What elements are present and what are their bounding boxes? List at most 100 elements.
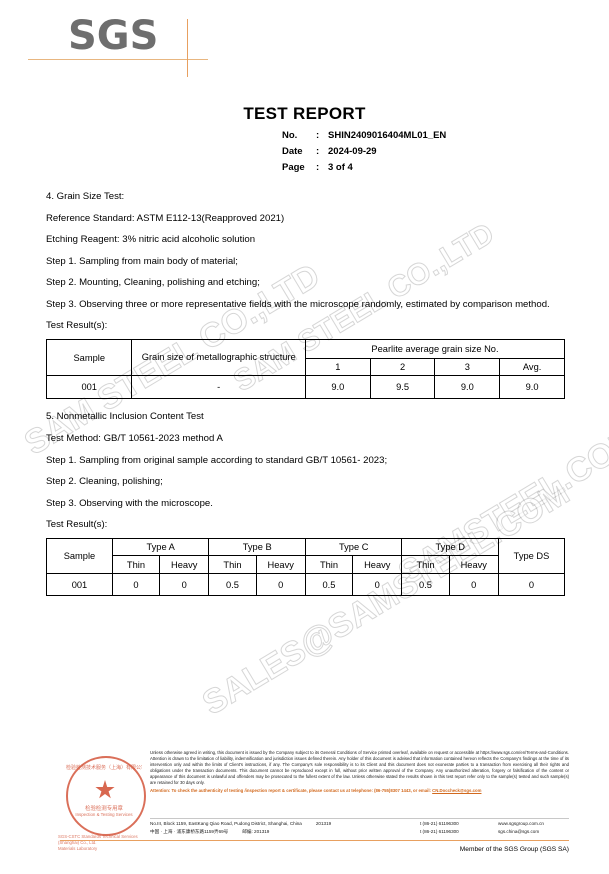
doccheck-email-link[interactable]: CN.Doccheck@sgs.com xyxy=(432,788,482,794)
sgs-logo: SGS xyxy=(28,13,208,77)
address-en-text: No.III, Block 1159, EastKang Qiao Road, … xyxy=(150,821,302,826)
meta-row-no: No. : SHIN2409016404ML01_EN xyxy=(282,130,609,141)
section5-test-method: Test Method: GB/T 10561-2023 method A xyxy=(46,433,223,445)
section4-reference-standard: Reference Standard: ASTM E112-13(Reappro… xyxy=(46,212,285,224)
grain-size-table-wrap: Sample Grain size of metallographic stru… xyxy=(45,339,566,400)
contact-row-en: No.III, Block 1159, EastKang Qiao Road, … xyxy=(150,821,569,828)
logo-underline xyxy=(28,59,208,60)
cell-pearlite-3: 9.0 xyxy=(434,375,501,400)
col-b-thin: Thin xyxy=(208,555,257,575)
meta-label-date: Date xyxy=(282,146,303,157)
cell-b-heavy: 0 xyxy=(255,573,306,597)
meta-value-date: 2024-09-29 xyxy=(328,146,377,157)
meta-colon-page: : xyxy=(316,162,320,173)
telephone-cn: t (86-21) 61196300 xyxy=(420,828,459,834)
cell-grain-size: - xyxy=(131,375,306,400)
contact-block: No.III, Block 1159, EastKang Qiao Road, … xyxy=(150,818,569,837)
seal-arc-bottom-text: Inspection & Testing Services xyxy=(75,812,133,817)
col-pearlite-2: 2 xyxy=(369,358,436,377)
address-cn: 中国 · 上海 · 浦东康桥东路1159弄69号 邮编: 201319 xyxy=(150,829,420,836)
document-header: SGS xyxy=(0,0,609,77)
title-block: TEST REPORT No. : SHIN2409016404ML01_EN … xyxy=(0,104,609,173)
meta-label-page: Page xyxy=(282,162,305,173)
report-body: 4. Grain Size Test: Reference Standard: … xyxy=(45,191,566,597)
col-pearlite-3: 3 xyxy=(434,358,501,377)
section4-step2: Step 2. Mounting, Cleaning, polishing an… xyxy=(46,277,260,289)
email-link[interactable]: sgs.china@sgs.com xyxy=(498,828,540,834)
col-a-thin: Thin xyxy=(111,555,161,575)
col-b-heavy: Heavy xyxy=(255,555,306,575)
col-type-ds: Type DS xyxy=(497,538,566,575)
sgs-logo-text: SGS xyxy=(68,13,159,59)
col-d-thin: Thin xyxy=(401,555,450,575)
col-pearlite-group: Pearlite average grain size No. xyxy=(304,339,566,360)
cell-pearlite-1: 9.0 xyxy=(304,375,371,400)
cell-d-heavy: 0 xyxy=(448,573,499,597)
cell-d-thin: 0.5 xyxy=(401,573,450,597)
address-cn-text: 中国 · 上海 · 浦东康桥东路1159弄69号 xyxy=(150,828,229,834)
section4-result-label: Test Result(s): xyxy=(46,320,108,332)
website-link[interactable]: www.sgsgroup.com.cn xyxy=(498,821,544,826)
col-type-c: Type C xyxy=(304,538,403,557)
section5-result-label: Test Result(s): xyxy=(46,519,108,531)
contact-row-cn: 中国 · 上海 · 浦东康桥东路1159弄69号 邮编: 201319 t (86… xyxy=(150,829,569,836)
zip-cn: 201319 xyxy=(254,828,270,834)
footer-divider xyxy=(60,840,569,841)
zip-cn-label: 邮编: xyxy=(242,828,253,834)
inclusion-table-wrap: Sample Type A Type B Type C Type D Type … xyxy=(46,538,566,597)
zip-en: 201319 xyxy=(315,821,332,826)
cell-c-thin: 0.5 xyxy=(304,573,354,597)
seal-circle xyxy=(66,756,146,836)
section5-heading: 5. Nonmetallic Inclusion Content Test xyxy=(46,411,204,423)
col-c-thin: Thin xyxy=(304,555,354,575)
table-header-row: Sample Grain size of metallographic stru… xyxy=(45,339,566,377)
cell-pearlite-avg: 9.0 xyxy=(499,375,565,400)
col-a-heavy: Heavy xyxy=(158,555,210,575)
section5-step2: Step 2. Cleaning, polishing; xyxy=(46,476,163,488)
table-header-row: Sample Type A Type B Type C Type D Type … xyxy=(46,538,566,575)
seal-under-text: SGS-CSTC Standards Technical Services (S… xyxy=(58,834,154,851)
inclusion-table: Sample Type A Type B Type C Type D Type … xyxy=(46,538,566,597)
meta-label-no: No. xyxy=(282,130,298,141)
col-type-a: Type A xyxy=(111,538,210,557)
cell-type-ds: 0 xyxy=(497,573,566,597)
meta-row-date: Date : 2024-09-29 xyxy=(282,146,609,157)
cell-a-heavy: 0 xyxy=(158,573,210,597)
attention-text: Attention: To check the authenticity of … xyxy=(150,788,433,794)
col-d-heavy: Heavy xyxy=(448,555,499,575)
cell-sample: 001 xyxy=(46,573,113,597)
section4-step3: Step 3. Observing three or more represen… xyxy=(46,298,550,310)
col-pearlite-avg: Avg. xyxy=(499,358,565,377)
seal-arc-top-text: 检验检测技术服务（上海）有限公司 xyxy=(66,765,142,771)
section4-step1: Step 1. Sampling from main body of mater… xyxy=(46,255,238,267)
table-row: 001 0 0 0.5 0 0.5 0 0.5 0 0 xyxy=(46,573,566,597)
grain-size-table: Sample Grain size of metallographic stru… xyxy=(45,339,566,400)
meta-colon-date: : xyxy=(316,146,320,157)
meta-colon-no: : xyxy=(316,130,320,141)
cell-pearlite-2: 9.5 xyxy=(369,375,436,400)
page-title: TEST REPORT xyxy=(243,104,366,123)
seal-under-line2: Materials Laboratory xyxy=(58,845,98,851)
meta-row-page: Page : 3 of 4 xyxy=(282,162,609,173)
section5-step1: Step 1. Sampling from original sample ac… xyxy=(46,454,388,466)
document-footer: 检验检测技术服务（上海）有限公司 检验检测专用章 Inspection & Te… xyxy=(0,748,609,874)
inspection-seal-stamp: 检验检测技术服务（上海）有限公司 检验检测专用章 Inspection & Te… xyxy=(58,752,152,851)
section4-etching-reagent: Etching Reagent: 3% nitric acid alcoholi… xyxy=(46,234,256,246)
col-sample: Sample xyxy=(45,339,133,377)
table-subheader-row: 1 2 3 Avg. xyxy=(47,358,565,377)
meta-value-no: SHIN2409016404ML01_EN xyxy=(328,130,447,141)
col-c-heavy: Heavy xyxy=(352,555,403,575)
table-subheader-row: Thin Heavy Thin Heavy Thin Heavy Thin He… xyxy=(47,555,565,575)
report-meta: No. : SHIN2409016404ML01_EN Date : 2024-… xyxy=(282,130,609,173)
logo-vertical-tick xyxy=(187,19,188,77)
meta-value-page: 3 of 4 xyxy=(328,162,353,173)
cell-b-thin: 0.5 xyxy=(208,573,257,597)
col-type-b: Type B xyxy=(208,538,306,557)
col-pearlite-1: 1 xyxy=(304,358,371,377)
cell-a-thin: 0 xyxy=(111,573,161,597)
cell-c-heavy: 0 xyxy=(352,573,403,597)
legal-notice-text: Unless otherwise agreed in writing, this… xyxy=(150,750,569,786)
telephone-en: t (86-21) 61196300 xyxy=(420,821,459,826)
col-sample: Sample xyxy=(46,538,113,575)
